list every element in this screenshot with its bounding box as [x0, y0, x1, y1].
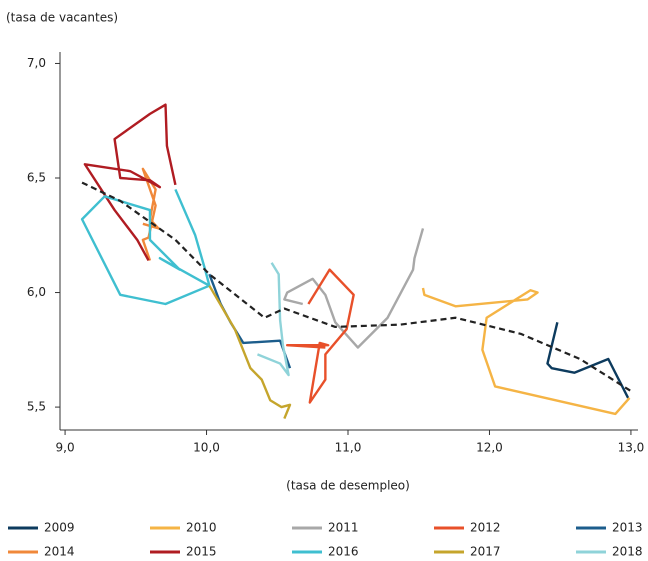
legend-label: 2011	[328, 521, 359, 535]
legend-label: 2010	[186, 521, 217, 535]
series-line	[257, 262, 290, 377]
y-tick-label: 6,5	[27, 171, 46, 185]
y-axis-title: (tasa de vacantes)	[6, 11, 118, 25]
legend-label: 2012	[470, 521, 501, 535]
series-line	[546, 322, 630, 399]
y-tick-label: 5,5	[27, 400, 46, 414]
series-line	[285, 268, 355, 404]
x-tick-label: 11,0	[335, 441, 362, 455]
trend-line	[81, 181, 632, 392]
x-tick-label: 9,0	[56, 441, 75, 455]
series-line	[208, 273, 292, 369]
series-line	[283, 228, 425, 349]
legend-label: 2015	[186, 545, 217, 559]
x-axis-title: (tasa de desempleo)	[286, 479, 410, 493]
series-line	[83, 103, 177, 262]
legend-label: 2016	[328, 545, 359, 559]
series-line	[208, 285, 292, 420]
y-tick-label: 6,0	[27, 285, 46, 299]
y-tick-label: 7,0	[27, 56, 46, 70]
legend-label: 2009	[44, 521, 75, 535]
legend-label: 2017	[470, 545, 501, 559]
x-tick-label: 10,0	[193, 441, 220, 455]
series-line	[421, 287, 631, 416]
legend-label: 2013	[612, 521, 643, 535]
x-tick-label: 12,0	[476, 441, 503, 455]
legend-label: 2014	[44, 545, 75, 559]
x-tick-label: 13,0	[618, 441, 645, 455]
legend-label: 2018	[612, 545, 643, 559]
